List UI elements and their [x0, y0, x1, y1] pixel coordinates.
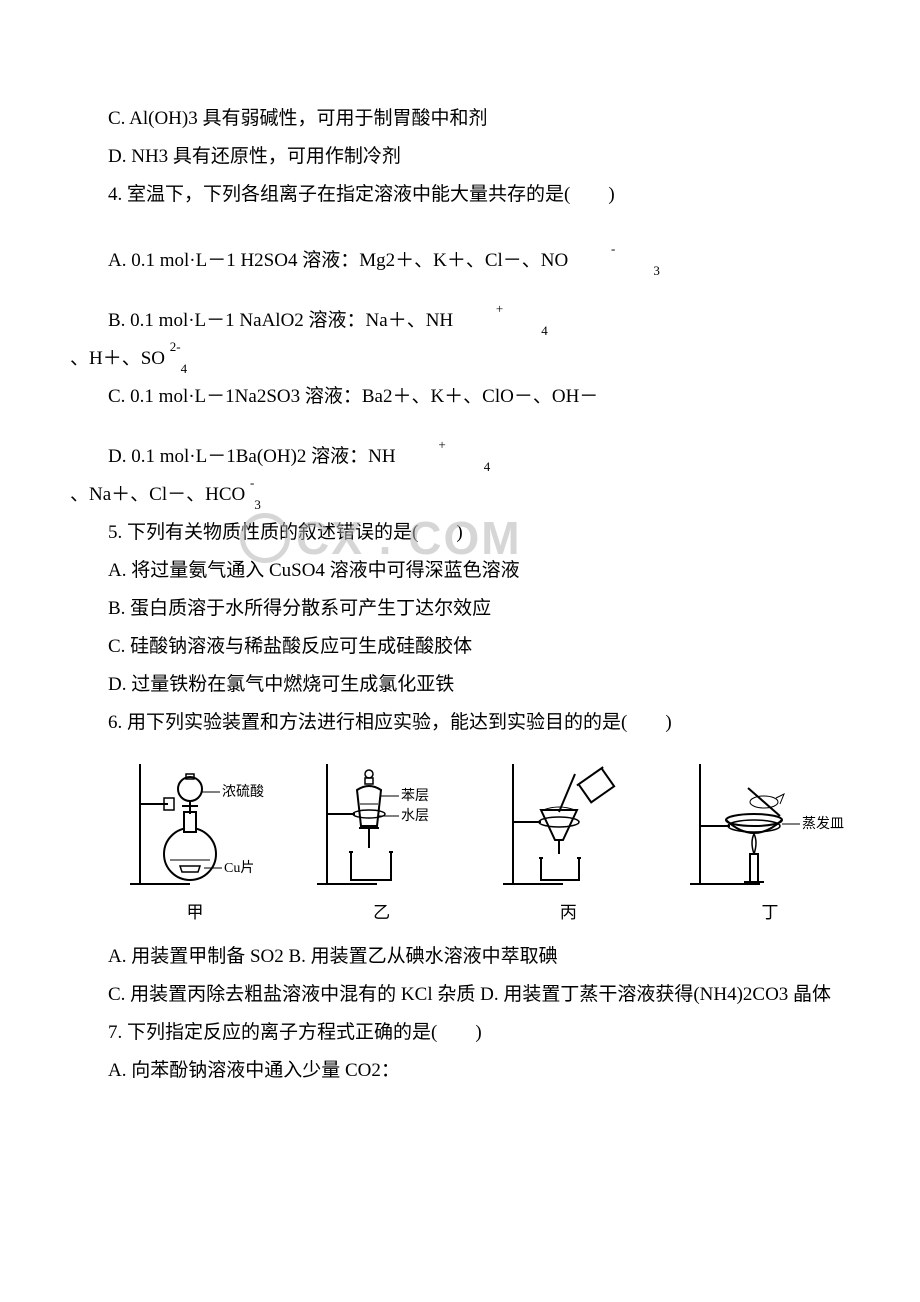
text-fragment: 、H＋、SO	[70, 348, 165, 369]
document-page: C. Al(OH)3 具有弱碱性，可用于制胃酸中和剂 D. NH3 具有还原性，…	[0, 0, 920, 1150]
label-dish: 蒸发皿	[802, 816, 844, 832]
diagram-d: 蒸发皿 丁	[680, 754, 860, 930]
subscript: 4	[181, 356, 188, 382]
diagram-b: 苯层 水层 乙	[307, 754, 457, 930]
text-line: C. 0.1 mol·L－1Na2SO3 溶液：Ba2＋、K＋、ClO－、OH－	[70, 378, 850, 416]
text-line: A. 向苯酚钠溶液中通入少量 CO2：	[70, 1052, 850, 1090]
text-line: C. Al(OH)3 具有弱碱性，可用于制胃酸中和剂	[70, 100, 850, 138]
text-fragment: 、Na＋、Cl－、HCO	[70, 484, 245, 505]
text-line: A. 将过量氨气通入 CuSO4 溶液中可得深蓝色溶液	[70, 552, 850, 590]
superscript: +	[400, 432, 445, 458]
label-benzene: 苯层	[401, 787, 429, 804]
text-fragment: A. 0.1 mol·L－1 H2SO4 溶液：Mg2＋、K＋、Cl－、NO	[108, 250, 568, 271]
text-line: 5. 下列有关物质性质的叙述错误的是( )	[70, 514, 850, 552]
caption-b: 乙	[373, 896, 390, 930]
label-water: 水层	[401, 808, 429, 824]
text-line: 、Na＋、Cl－、HCO -3	[70, 476, 850, 514]
text-line: 、H＋、SO 2-4	[70, 340, 850, 378]
text-line: 6. 用下列实验装置和方法进行相应实验，能达到实验目的的是( )	[70, 704, 850, 742]
text-line: B. 蛋白质溶于水所得分散系可产生丁达尔效应	[70, 590, 850, 628]
text-line: A. 用装置甲制备 SO2 B. 用装置乙从碘水溶液中萃取碘	[70, 938, 850, 976]
caption-a: 甲	[187, 896, 204, 930]
subscript: 4	[446, 454, 491, 480]
subscript: 4	[503, 318, 548, 344]
caption-c: 丙	[560, 896, 577, 930]
text-fragment: D. 0.1 mol·L－1Ba(OH)2 溶液：NH	[108, 446, 396, 467]
superscript: +	[458, 296, 503, 322]
superscript: 2-	[170, 334, 181, 360]
text-fragment: B. 0.1 mol·L－1 NaAlO2 溶液：Na＋、NH	[108, 310, 453, 331]
subscript: 3	[254, 492, 261, 518]
caption-d: 丁	[761, 896, 778, 930]
apparatus-diagrams: 浓硫酸 Cu片 甲	[120, 754, 860, 930]
superscript: -	[573, 236, 615, 262]
text-line: C. 用装置丙除去粗盐溶液中混有的 KCl 杂质 D. 用装置丁蒸干溶液获得(N…	[70, 976, 850, 1014]
text-line: C. 硅酸钠溶液与稀盐酸反应可生成硅酸胶体	[70, 628, 850, 666]
label-conc-acid: 浓硫酸	[222, 784, 264, 800]
label-cu: Cu片	[224, 860, 254, 876]
text-line: B. 0.1 mol·L－1 NaAlO2 溶液：Na＋、NH +4	[70, 302, 850, 340]
text-line: D. NH3 具有还原性，可用作制冷剂	[70, 138, 850, 176]
text-line: D. 过量铁粉在氯气中燃烧可生成氯化亚铁	[70, 666, 850, 704]
diagram-a: 浓硫酸 Cu片 甲	[120, 754, 270, 930]
diagram-c: 丙	[493, 754, 643, 930]
subscript: 3	[615, 258, 660, 284]
text-line: 7. 下列指定反应的离子方程式正确的是( )	[70, 1014, 850, 1052]
text-line: D. 0.1 mol·L－1Ba(OH)2 溶液：NH +4	[70, 438, 850, 476]
text-line: 4. 室温下，下列各组离子在指定溶液中能大量共存的是( )	[70, 176, 850, 214]
text-line: A. 0.1 mol·L－1 H2SO4 溶液：Mg2＋、K＋、Cl－、NO -…	[70, 242, 850, 280]
